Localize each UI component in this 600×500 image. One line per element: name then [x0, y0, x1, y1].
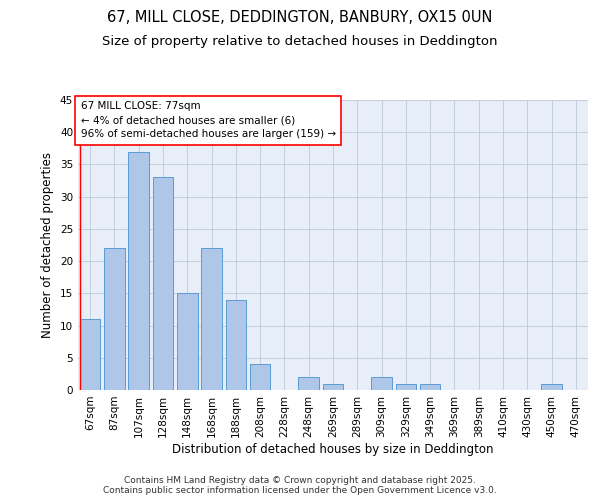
- Bar: [420, 384, 440, 390]
- X-axis label: Distribution of detached houses by size in Deddington: Distribution of detached houses by size …: [172, 442, 494, 456]
- Bar: [323, 384, 343, 390]
- Bar: [298, 377, 319, 390]
- Text: 67, MILL CLOSE, DEDDINGTON, BANBURY, OX15 0UN: 67, MILL CLOSE, DEDDINGTON, BANBURY, OX1…: [107, 10, 493, 25]
- Bar: [128, 152, 149, 390]
- Bar: [395, 384, 416, 390]
- Bar: [80, 319, 100, 390]
- Text: Size of property relative to detached houses in Deddington: Size of property relative to detached ho…: [102, 35, 498, 48]
- Bar: [541, 384, 562, 390]
- Bar: [104, 248, 125, 390]
- Y-axis label: Number of detached properties: Number of detached properties: [41, 152, 55, 338]
- Bar: [201, 248, 222, 390]
- Bar: [177, 294, 197, 390]
- Bar: [250, 364, 271, 390]
- Bar: [226, 300, 246, 390]
- Text: 67 MILL CLOSE: 77sqm
← 4% of detached houses are smaller (6)
96% of semi-detache: 67 MILL CLOSE: 77sqm ← 4% of detached ho…: [80, 102, 335, 140]
- Text: Contains HM Land Registry data © Crown copyright and database right 2025.
Contai: Contains HM Land Registry data © Crown c…: [103, 476, 497, 495]
- Bar: [371, 377, 392, 390]
- Bar: [152, 178, 173, 390]
